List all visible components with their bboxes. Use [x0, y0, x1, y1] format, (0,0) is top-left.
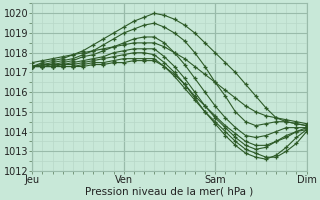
- X-axis label: Pression niveau de la mer( hPa ): Pression niveau de la mer( hPa ): [85, 187, 253, 197]
